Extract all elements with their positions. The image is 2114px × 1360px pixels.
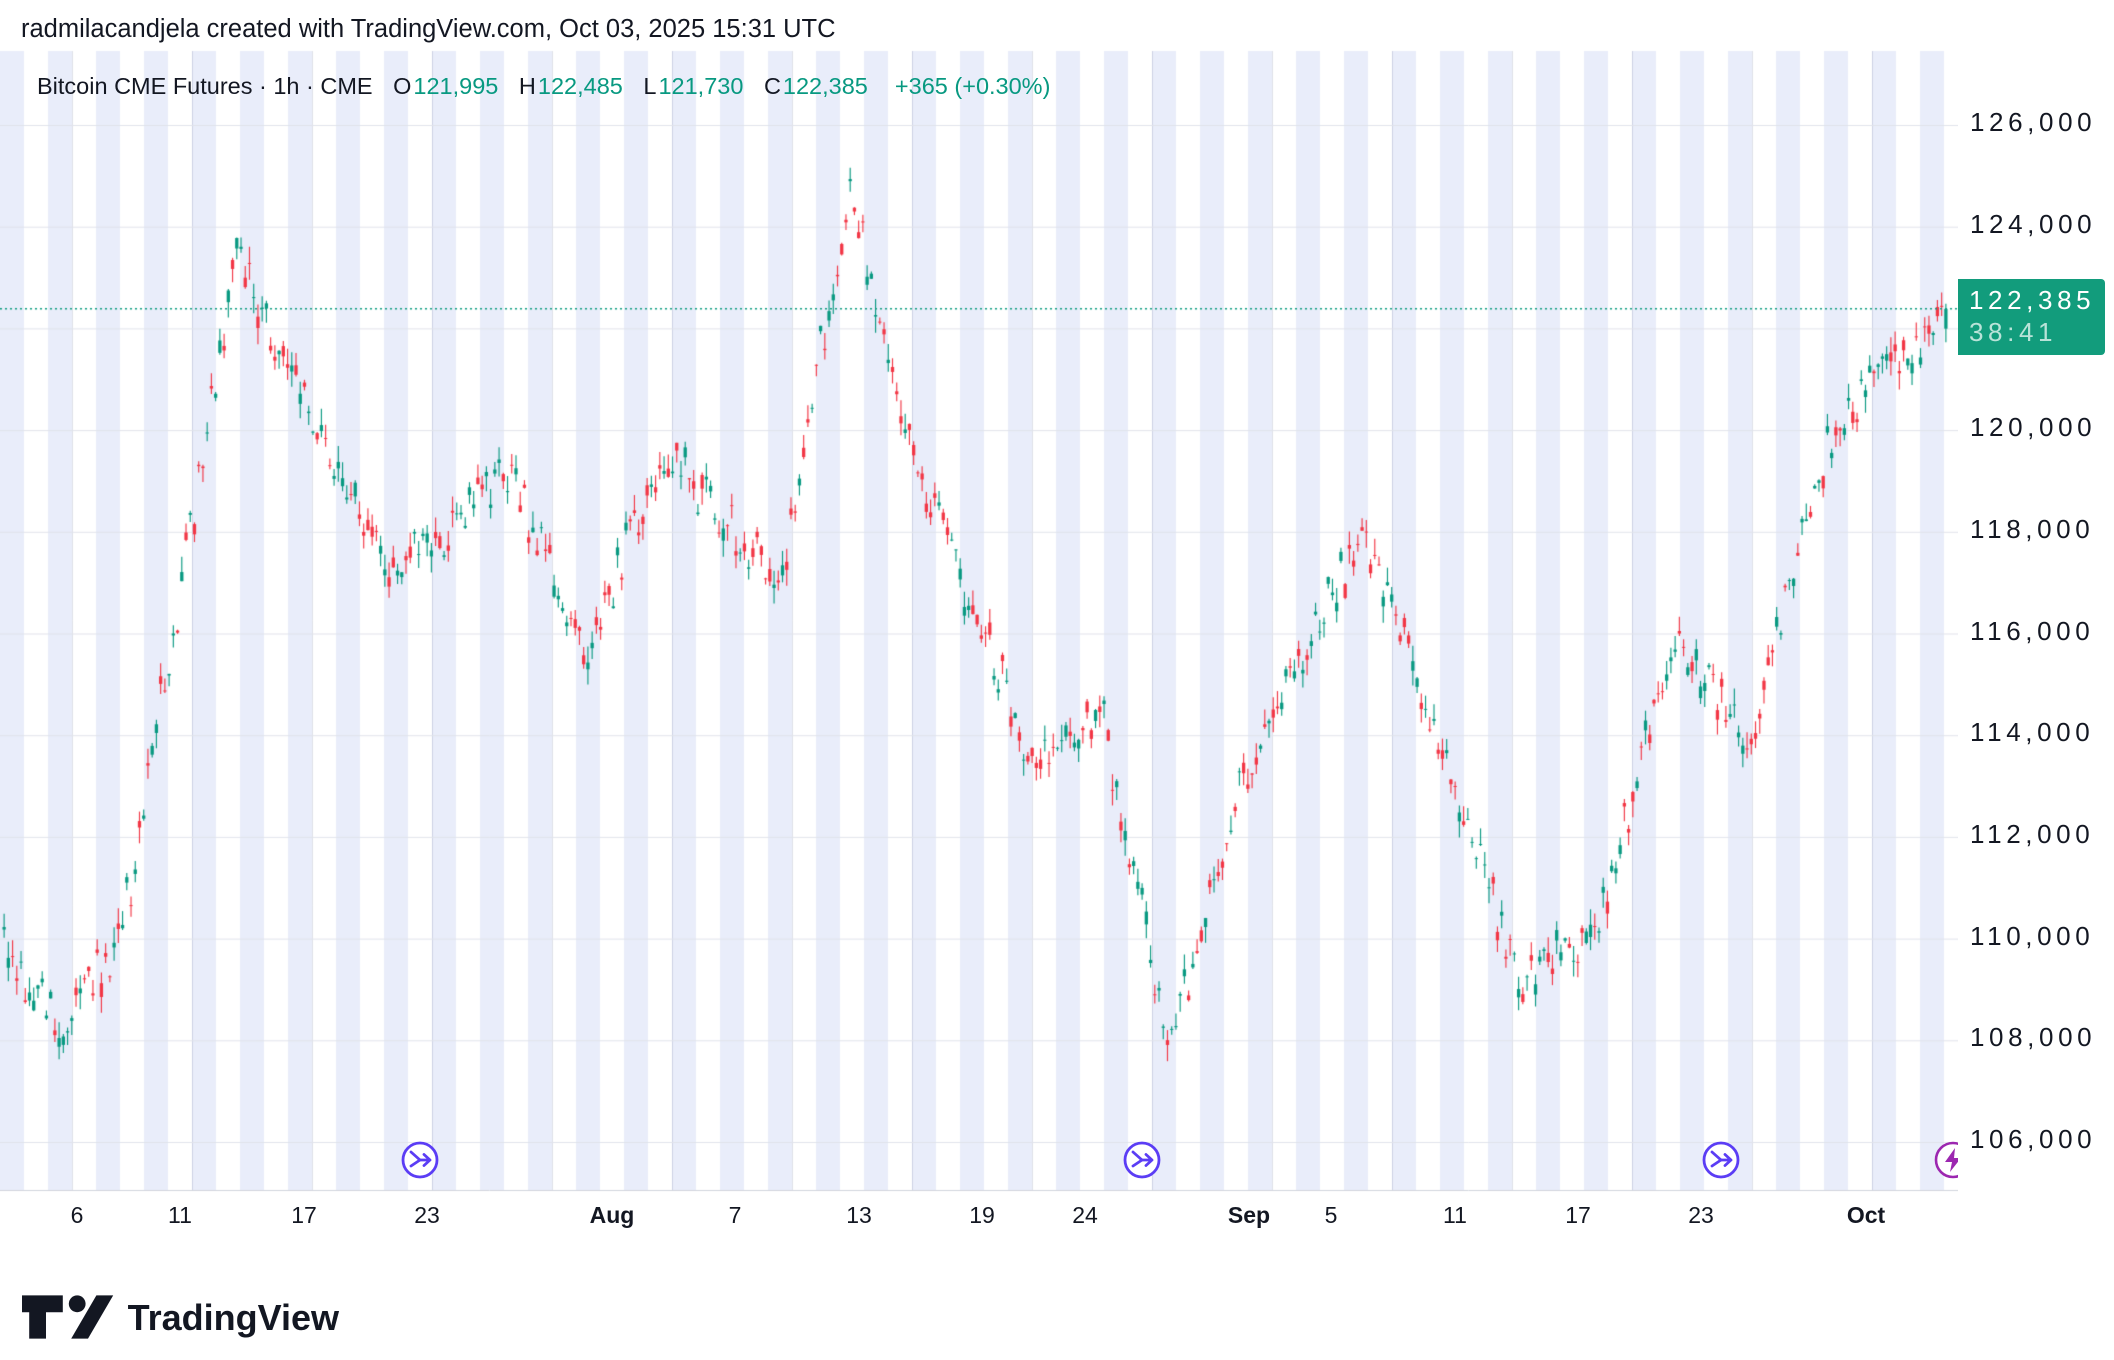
svg-text:TradingView: TradingView [128,1297,340,1338]
